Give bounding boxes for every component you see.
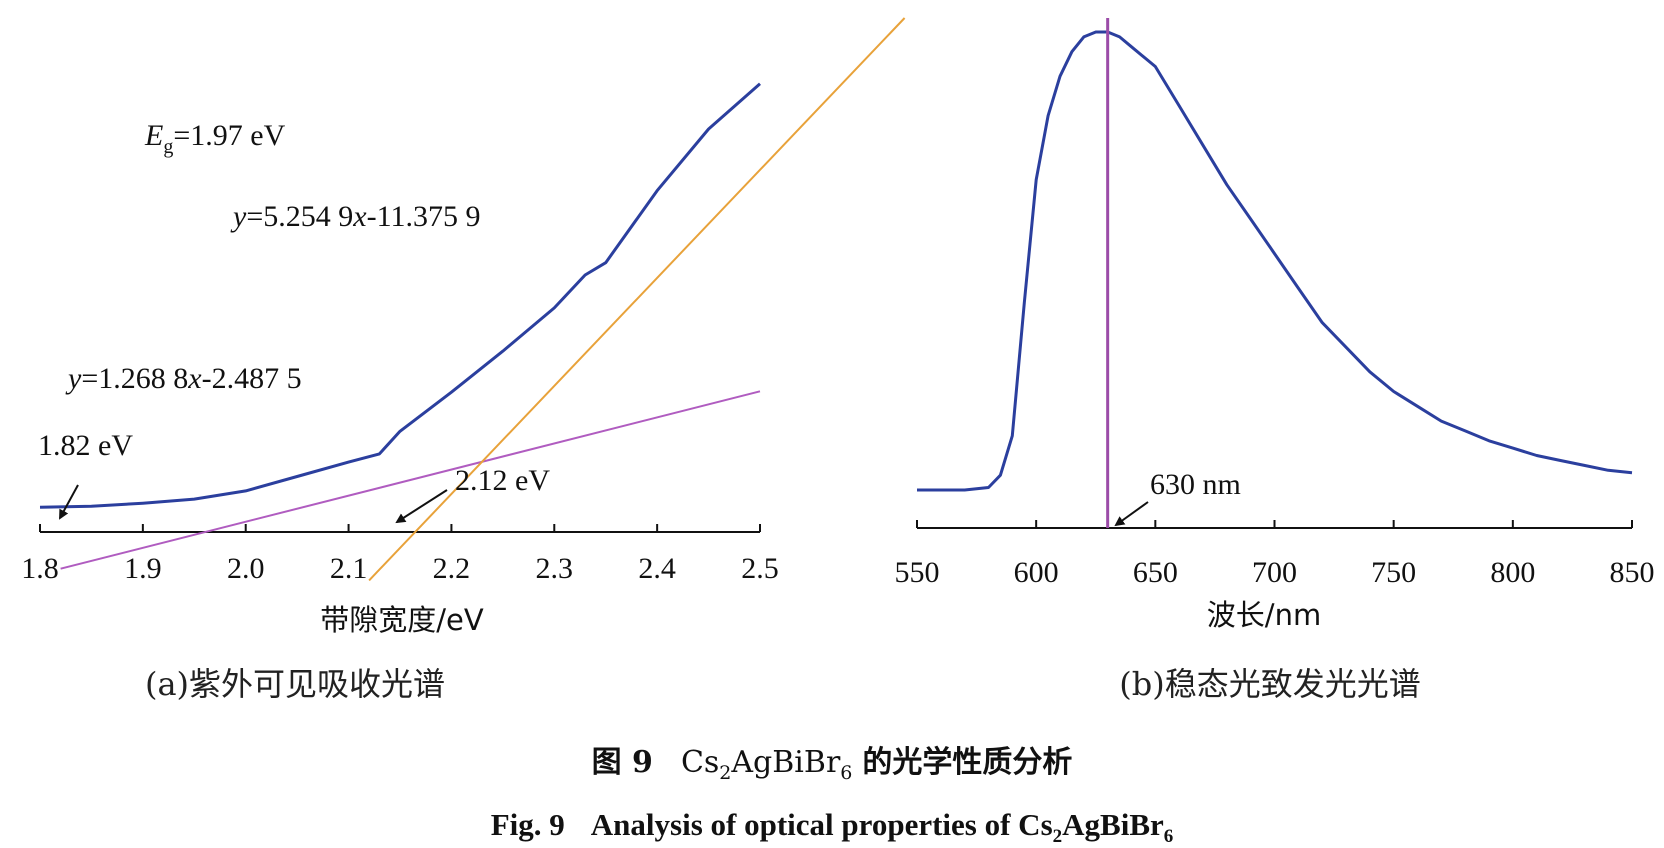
caption-cn-sub2: 6 [840,762,852,784]
panel-b-x-tick-labels: 550 600 650 700 750 800 850 [895,556,1655,589]
eg-subscript: g [163,136,173,158]
panel-a-tick-label-5: 2.3 [536,552,574,585]
panel-a-tick-label-1: 1.9 [124,552,162,585]
panel-a-tick-label-2: 2.0 [227,552,265,585]
panel-a-tick-label-0: 1.8 [21,552,59,585]
panel-a-absorption-curve [39,82,761,509]
caption-cn-tail: 的光学性质分析 [862,745,1072,780]
panel-b-pl-curve [917,30,1633,492]
figure-caption-cn: 图 9 Cs2AgBiBr6 的光学性质分析 [592,745,1073,784]
caption-cn-sub1: 2 [719,762,731,784]
panel-a-tangent-line-shallow [60,390,761,570]
caption-en-prefix: Fig. 9 [491,807,565,842]
panel-a-fit-equation-shallow: y=1.268 8x-2.487 5 [65,362,302,395]
panel-a-intercept-212-label: 2.12 eV [455,464,550,497]
panel-a-x-axis-label: 带隙宽度/eV [320,603,484,637]
panel-a-x-tick-labels: 1.8 1.9 2.0 2.1 2.2 2.3 2.4 2.5 [21,552,779,585]
panel-b-tick-label-0: 550 [895,556,940,589]
panel-a-intercept-182-label: 1.82 eV [38,429,133,462]
fit2-x: x [187,362,202,395]
panel-a-caption: (a)紫外可见吸收光谱 [145,665,445,703]
panel-b-tick-label-3: 700 [1252,556,1297,589]
fit1-y: y [230,200,247,233]
panel-a-intercept-212-arrow [395,489,448,524]
caption-en-mid: AgBiBr [1062,807,1164,842]
panel-b-tick-label-6: 850 [1610,556,1655,589]
fit1-x: x [352,200,367,233]
caption-cn-mid: AgBiBr [730,745,841,780]
panel-a-tick-label-7: 2.5 [741,552,779,585]
panel-b-series [917,18,1633,528]
caption-en-text: Analysis of optical properties of Cs [591,807,1053,842]
panel-b-tick-label-5: 800 [1490,556,1535,589]
panel-b-peak-arrow [1114,501,1149,527]
fit1-mid: =5.254 9 [246,200,353,233]
panel-a-tangent-line-steep [368,17,906,582]
panel-a-intercept-182-arrow [59,484,79,520]
panel-b-tick-label-4: 750 [1371,556,1416,589]
eg-value: =1.97 eV [173,119,285,152]
panel-a-fit-equation-steep: y=5.254 9x-11.375 9 [230,200,480,233]
panel-b-peak-label: 630 nm [1150,468,1241,501]
panel-a-x-ticks [39,524,761,532]
fit2-y: y [65,362,82,395]
eg-symbol: E [144,119,163,152]
panel-b-tick-label-1: 600 [1014,556,1059,589]
caption-cn-cs: Cs [681,745,719,780]
panel-b-caption: (b)稳态光致发光光谱 [1119,665,1420,703]
panel-a-eg-annotation: Eg=1.97 eV [144,119,286,158]
figure-caption-en: Fig. 9 Analysis of optical properties of … [491,807,1174,847]
panel-a-tick-label-3: 2.1 [330,552,368,585]
caption-en-sub2: 6 [1164,826,1174,847]
panel-a-uv-vis-chart: 1.8 1.9 2.0 2.1 2.2 2.3 2.4 2.5 带隙宽度/eV Eg=1.97… [21,17,906,703]
panel-b-tick-label-2: 650 [1133,556,1178,589]
panel-a-series [39,17,906,582]
fit1-tail: -11.375 9 [367,200,481,233]
caption-en-sub1: 2 [1053,826,1063,847]
fit2-mid: =1.268 8 [81,362,188,395]
panel-b-x-axis-label: 波长/nm [1207,598,1321,632]
caption-cn-prefix: 图 9 [592,745,653,780]
panel-b-pl-chart: 550 600 650 700 750 800 850 波长/nm 630 nm (b)稳态… [895,18,1655,703]
panel-a-tick-label-6: 2.4 [638,552,676,585]
fit2-tail: -2.487 5 [202,362,302,395]
panel-a-tick-label-4: 2.2 [433,552,471,585]
panel-b-x-ticks [916,520,1633,528]
